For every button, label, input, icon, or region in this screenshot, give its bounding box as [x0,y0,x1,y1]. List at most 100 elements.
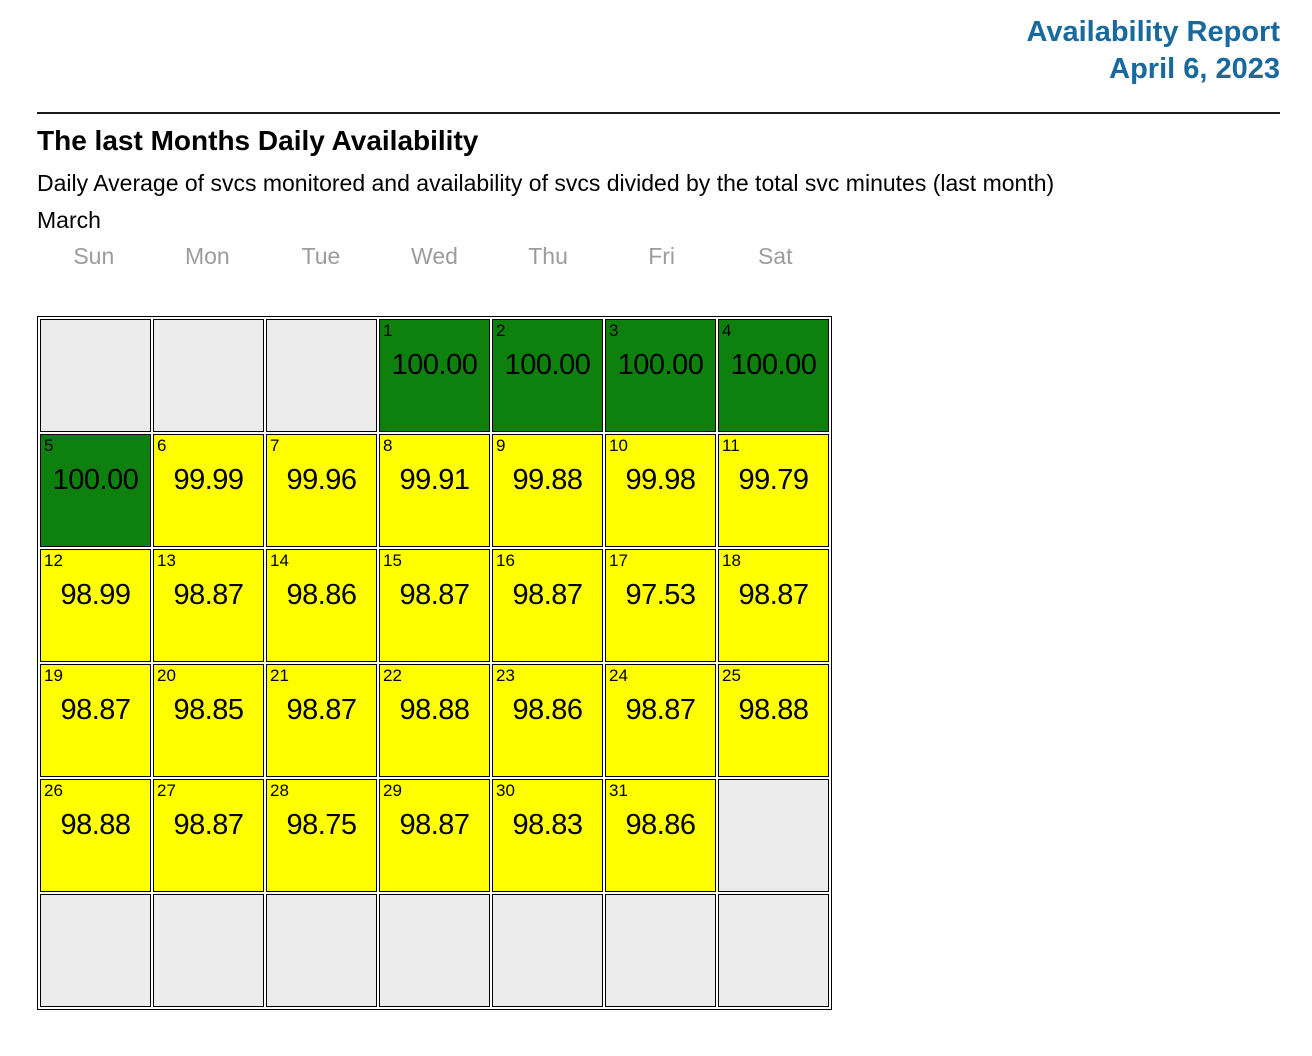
calendar-week-row: 19 98.87 20 98.85 21 98.87 22 98.88 23 98.86 24 98.… [40,664,829,777]
availability-value: 99.98 [625,464,696,496]
day-number: 3 [609,321,619,340]
weekday-label-sun: Sun [73,243,115,269]
calendar-empty-cell [266,319,377,432]
day-number: 23 [496,666,515,685]
calendar-empty-cell [153,319,264,432]
weekday-label-thu: Thu [528,243,568,269]
calendar-week-row: 26 98.88 27 98.87 28 98.75 29 98.87 30 98.83 31 98.… [40,779,829,892]
day-number: 31 [609,781,628,800]
weekday-label-wed: Wed [411,243,458,269]
calendar-day-cell: 13 98.87 [153,549,264,662]
calendar-day-cell: 19 98.87 [40,664,151,777]
day-number: 9 [496,436,506,455]
availability-value: 98.87 [286,694,357,726]
availability-value: 99.91 [399,464,470,496]
day-number: 17 [609,551,628,570]
availability-value: 98.87 [173,809,244,841]
weekday-label-tue: Tue [301,243,341,269]
day-number: 2 [496,321,506,340]
calendar-day-cell: 1 100.00 [379,319,490,432]
calendar-day-cell: 16 98.87 [492,549,603,662]
calendar-day-cell: 2 100.00 [492,319,603,432]
calendar-day-cell: 28 98.75 [266,779,377,892]
calendar-day-cell: 20 98.85 [153,664,264,777]
day-number: 14 [270,551,289,570]
calendar-day-cell: 12 98.99 [40,549,151,662]
calendar-day-cell: 18 98.87 [718,549,829,662]
section-subtitle: Daily Average of svcs monitored and avai… [37,170,1055,196]
day-number: 1 [383,321,393,340]
calendar-day-cell: 15 98.87 [379,549,490,662]
calendar-day-cell: 24 98.87 [605,664,716,777]
availability-value: 98.87 [399,579,470,611]
day-number: 7 [270,436,280,455]
availability-value: 98.86 [286,579,357,611]
availability-value: 100.00 [617,349,704,381]
availability-value: 98.87 [60,694,131,726]
availability-value: 100.00 [504,349,591,381]
calendar-day-cell: 31 98.86 [605,779,716,892]
calendar-empty-cell [718,894,829,1007]
calendar-empty-cell [153,894,264,1007]
day-number: 28 [270,781,289,800]
weekday-label-mon: Mon [184,243,230,269]
day-number: 26 [44,781,63,800]
calendar-day-cell: 27 98.87 [153,779,264,892]
availability-value: 98.75 [286,809,357,841]
calendar-day-cell: 23 98.86 [492,664,603,777]
day-number: 20 [157,666,176,685]
day-number: 21 [270,666,289,685]
availability-value: 98.86 [625,809,696,841]
availability-value: 98.87 [399,809,470,841]
calendar-day-cell: 10 99.98 [605,434,716,547]
day-number: 8 [383,436,393,455]
report-date: April 6, 2023 [1109,53,1280,85]
calendar-day-cell: 11 99.79 [718,434,829,547]
calendar-day-cell: 21 98.87 [266,664,377,777]
availability-value: 98.99 [60,579,131,611]
calendar-day-cell: 3 100.00 [605,319,716,432]
availability-value: 98.87 [625,694,696,726]
availability-value: 98.87 [738,579,809,611]
calendar-day-cell: 29 98.87 [379,779,490,892]
day-number: 16 [496,551,515,570]
day-number: 27 [157,781,176,800]
month-label: March [37,207,101,233]
calendar-day-cell: 8 99.91 [379,434,490,547]
availability-value: 98.88 [399,694,470,726]
day-number: 6 [157,436,167,455]
availability-value: 99.99 [173,464,244,496]
weekday-label-fri: Fri [648,243,676,269]
availability-value: 98.87 [512,579,583,611]
calendar-day-cell: 4 100.00 [718,319,829,432]
section-title: The last Months Daily Availability [37,125,479,156]
calendar-week-row: 5 100.00 6 99.99 7 99.96 8 99.91 9 99.88 10 99.98 11… [40,434,829,547]
day-number: 11 [722,436,740,455]
day-number: 19 [44,666,63,685]
availability-value: 100.00 [730,349,817,381]
calendar-empty-cell [40,319,151,432]
calendar-body: 1 100.00 2 100.00 3 100.00 4 100.00 5 100.00 6 99.9… [40,319,829,1007]
day-number: 4 [722,321,732,340]
availability-value: 100.00 [52,464,139,496]
calendar-day-cell: 30 98.83 [492,779,603,892]
calendar-empty-cell [605,894,716,1007]
day-number: 13 [157,551,176,570]
calendar-day-cell: 9 99.88 [492,434,603,547]
calendar-week-row: 12 98.99 13 98.87 14 98.86 15 98.87 16 98.87 17 97.… [40,549,829,662]
availability-value: 98.87 [173,579,244,611]
calendar-empty-cell [718,779,829,892]
header-divider [37,112,1280,114]
availability-value: 99.88 [512,464,583,496]
day-number: 10 [609,436,628,455]
day-number: 24 [609,666,628,685]
calendar-empty-cell [40,894,151,1007]
calendar-day-cell: 26 98.88 [40,779,151,892]
report-header: Availability Report April 6, 2023 [37,14,1280,88]
availability-value: 99.96 [286,464,357,496]
availability-value: 100.00 [391,349,478,381]
day-number: 12 [44,551,63,570]
calendar-day-cell: 22 98.88 [379,664,490,777]
calendar-empty-cell [379,894,490,1007]
weekday-label-sat: Sat [757,243,793,269]
